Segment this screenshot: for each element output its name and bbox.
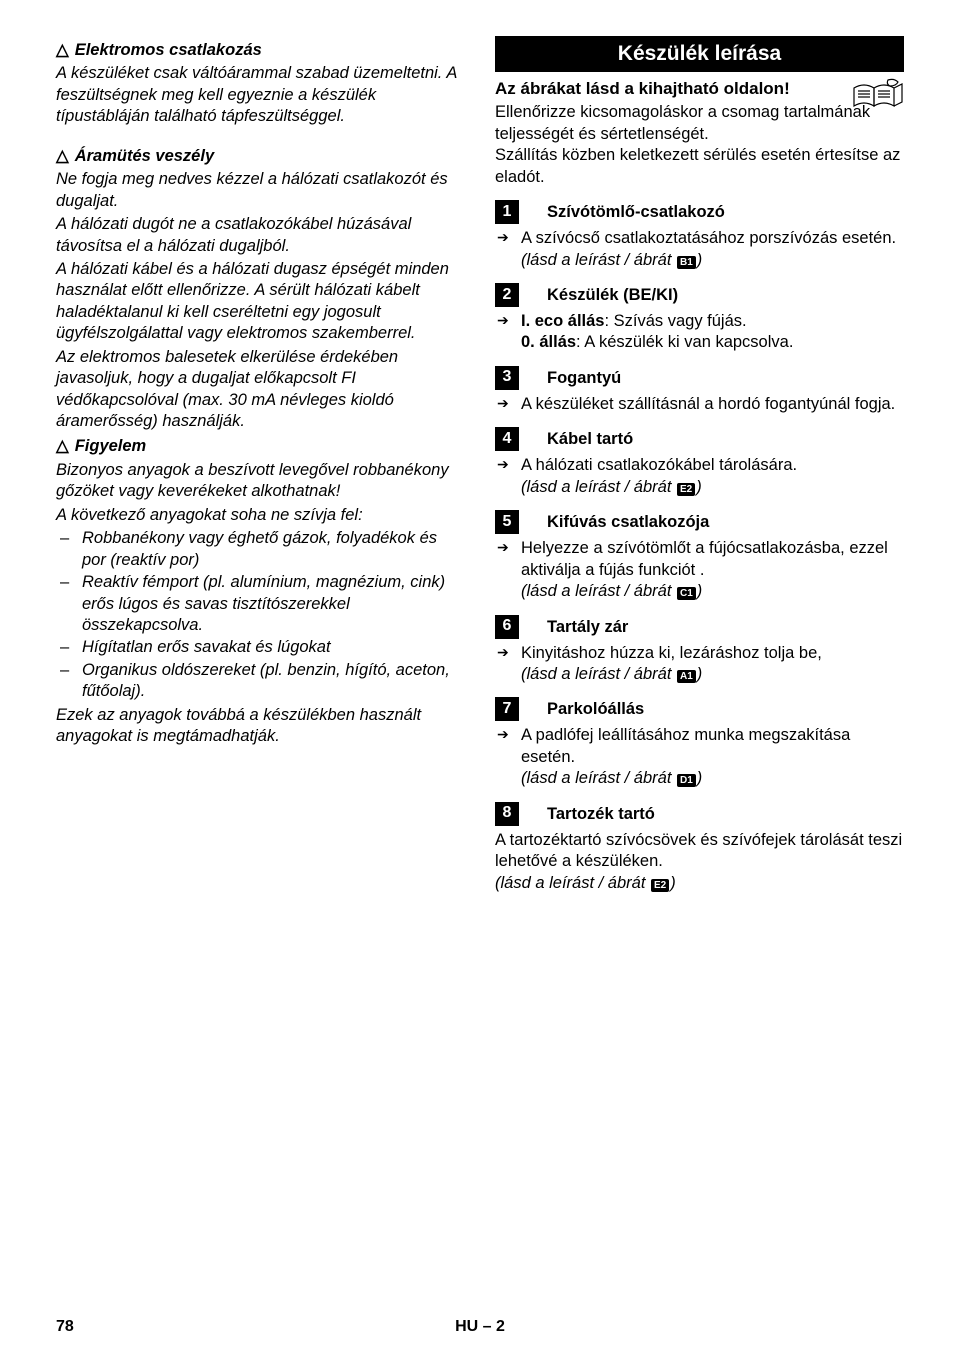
shock-p3: A hálózati kábel és a hálózati dugasz ép…: [56, 259, 465, 345]
list-item: Organikus oldószereket (pl. benzin, hígí…: [56, 660, 465, 703]
ref-icon: E2: [651, 879, 669, 892]
page-locale: HU – 2: [56, 1318, 904, 1336]
item-line: Kinyitáshoz húzza ki, lezáráshoz tolja b…: [495, 643, 904, 664]
item-title: Tartály zár: [547, 615, 628, 638]
item-title: Tartozék tartó: [547, 802, 655, 825]
item-line: I. eco állás: Szívás vagy fújás.: [495, 311, 904, 332]
item-number: 2: [495, 283, 519, 307]
item-bullets: Helyezze a szívótömlőt a fújócsatlakozás…: [495, 538, 904, 581]
item-number: 8: [495, 802, 519, 826]
item-line: Helyezze a szívótömlőt a fújócsatlakozás…: [495, 538, 904, 581]
item-ref: (lásd a leírást / ábrát D1): [495, 768, 904, 789]
item-header: 3 Fogantyú: [495, 366, 904, 390]
ref-icon: C1: [677, 587, 696, 600]
ref-icon: E2: [677, 483, 695, 496]
right-column: Készülék leírása Az ábrákat lásd a kihaj…: [495, 36, 904, 894]
item-title: Parkolóállás: [547, 697, 644, 720]
heading-shock: Áramütés veszély: [56, 146, 465, 167]
list-item: Reaktív fémport (pl. alumínium, magnéziu…: [56, 572, 465, 636]
attention-p3: Ezek az anyagok továbbá a készülékben ha…: [56, 705, 465, 748]
item-header: 5 Kifúvás csatlakozója: [495, 510, 904, 534]
item-title: Kábel tartó: [547, 427, 633, 450]
shock-p4: Az elektromos balesetek elkerülése érdek…: [56, 347, 465, 433]
ref-icon: B1: [677, 256, 696, 269]
heading-electrical: Elektromos csatlakozás: [56, 40, 465, 61]
shock-p2: A hálózati dugót ne a csatlakozókábel hú…: [56, 214, 465, 257]
item-line: A padlófej leállításához munka megszakít…: [495, 725, 904, 768]
foldout-heading: Az ábrákat lásd a kihajtható oldalon!: [495, 78, 795, 100]
item-bullets: Kinyitáshoz húzza ki, lezáráshoz tolja b…: [495, 643, 904, 664]
left-column: Elektromos csatlakozás A készüléket csak…: [56, 36, 465, 894]
item-ref: (lásd a leírást / ábrát B1): [495, 250, 904, 271]
item-line: 0. állás: A készülék ki van kapcsolva.: [495, 332, 904, 353]
item-number: 5: [495, 510, 519, 534]
item-bullets: A hálózati csatlakozókábel tárolására.: [495, 455, 904, 476]
unpack-p1: Ellenőrizze kicsomagoláskor a csomag tar…: [495, 102, 904, 145]
material-list: Robbanékony vagy éghető gázok, folyadéko…: [56, 528, 465, 703]
item-title: Fogantyú: [547, 366, 621, 389]
item-number: 1: [495, 200, 519, 224]
item-bullets: A padlófej leállításához munka megszakít…: [495, 725, 904, 768]
unpack-p2: Szállítás közben keletkezett sérülés ese…: [495, 145, 904, 188]
attention-p2: A következő anyagokat soha ne szívja fel…: [56, 505, 465, 526]
item-number: 4: [495, 427, 519, 451]
attention-p1: Bizonyos anyagok a beszívott levegővel r…: [56, 460, 465, 503]
item-header: 1 Szívótömlő-csatlakozó: [495, 200, 904, 224]
heading-attention: Figyelem: [56, 436, 465, 457]
item-number: 6: [495, 615, 519, 639]
item-number: 3: [495, 366, 519, 390]
item-ref: (lásd a leírást / ábrát A1): [495, 664, 904, 685]
item-header: 7 Parkolóállás: [495, 697, 904, 721]
item-line: A szívócső csatlakoztatásához porszívózá…: [495, 228, 904, 249]
list-item: Hígítatlan erős savakat és lúgokat: [56, 637, 465, 658]
item-title: Szívótömlő-csatlakozó: [547, 200, 725, 223]
item-ref: (lásd a leírást / ábrát C1): [495, 581, 904, 602]
item-header: 2 Készülék (BE/KI): [495, 283, 904, 307]
item-number: 7: [495, 697, 519, 721]
page-footer: 78 HU – 2: [56, 1318, 904, 1336]
ref-icon: A1: [677, 670, 696, 683]
item-header: 4 Kábel tartó: [495, 427, 904, 451]
ref-icon: D1: [677, 774, 696, 787]
book-icon: [850, 76, 906, 118]
item-header: 6 Tartály zár: [495, 615, 904, 639]
item-bullets: I. eco állás: Szívás vagy fújás.0. állás…: [495, 311, 904, 354]
item-ref: (lásd a leírást / ábrát E2): [495, 477, 904, 498]
item-bullets: A készüléket szállításnál a hordó fogant…: [495, 394, 904, 415]
item-title: Kifúvás csatlakozója: [547, 510, 709, 533]
shock-p1: Ne fogja meg nedves kézzel a hálózati cs…: [56, 169, 465, 212]
item-plain: A tartozéktartó szívócsövek és szívófeje…: [495, 830, 904, 873]
banner-device-description: Készülék leírása: [495, 36, 904, 72]
para-electrical: A készüléket csak váltóárammal szabad üz…: [56, 63, 465, 127]
item-bullets: A szívócső csatlakoztatásához porszívózá…: [495, 228, 904, 249]
item-line: A hálózati csatlakozókábel tárolására.: [495, 455, 904, 476]
item-line: A készüléket szállításnál a hordó fogant…: [495, 394, 904, 415]
item-title: Készülék (BE/KI): [547, 283, 678, 306]
list-item: Robbanékony vagy éghető gázok, folyadéko…: [56, 528, 465, 571]
item-header: 8 Tartozék tartó: [495, 802, 904, 826]
item-ref: (lásd a leírást / ábrát E2): [495, 873, 904, 894]
